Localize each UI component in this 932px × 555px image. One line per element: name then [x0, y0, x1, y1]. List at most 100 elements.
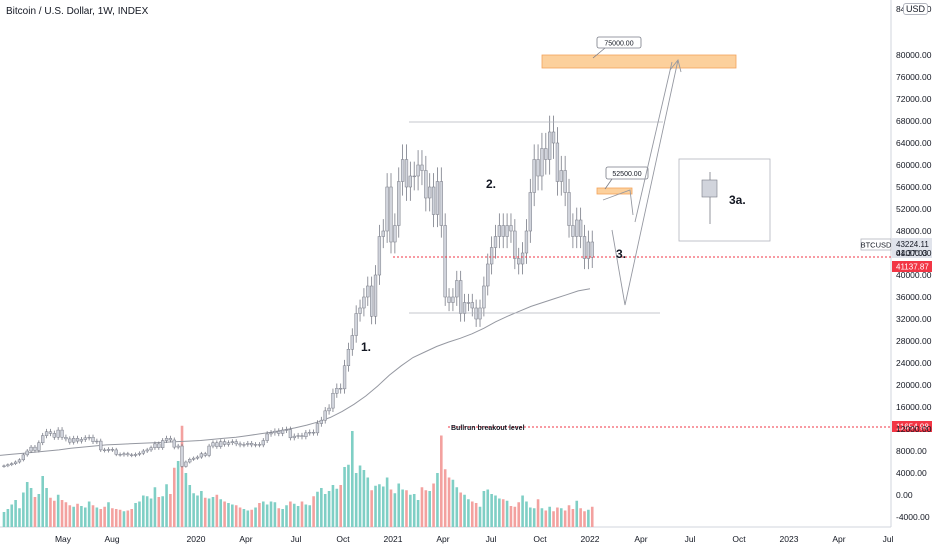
- candle-body[interactable]: [350, 335, 354, 350]
- candle-body[interactable]: [308, 432, 312, 434]
- candle-body[interactable]: [68, 438, 72, 443]
- candle-body[interactable]: [25, 450, 29, 456]
- candle-body[interactable]: [114, 449, 118, 455]
- candle-body[interactable]: [451, 296, 455, 303]
- candle-body[interactable]: [184, 461, 188, 467]
- candle-body[interactable]: [280, 429, 285, 434]
- candle-body[interactable]: [261, 440, 265, 446]
- candle-body[interactable]: [296, 435, 300, 437]
- candle-body[interactable]: [126, 453, 130, 456]
- currency-badge[interactable]: USD: [903, 3, 929, 15]
- candle-body[interactable]: [60, 429, 64, 438]
- candle-body[interactable]: [575, 219, 579, 237]
- candle-body[interactable]: [133, 454, 138, 456]
- candle-body[interactable]: [230, 441, 234, 443]
- candle-body[interactable]: [470, 302, 474, 309]
- candle-body[interactable]: [586, 241, 591, 259]
- candle-body[interactable]: [41, 435, 45, 444]
- target-zone-75000[interactable]: [541, 54, 737, 69]
- candle-body[interactable]: [311, 432, 316, 434]
- candle-body[interactable]: [250, 443, 254, 446]
- candle-body[interactable]: [17, 459, 22, 463]
- candle-body[interactable]: [559, 170, 563, 182]
- candle-body[interactable]: [517, 258, 521, 265]
- candle-body[interactable]: [284, 429, 289, 431]
- candle-body[interactable]: [257, 444, 262, 446]
- candle-body[interactable]: [408, 175, 413, 188]
- candle-body[interactable]: [265, 433, 269, 441]
- candle-body[interactable]: [157, 443, 161, 448]
- candle-body[interactable]: [149, 447, 153, 451]
- candle-body[interactable]: [323, 410, 327, 421]
- candle-body[interactable]: [520, 252, 525, 265]
- candle-body[interactable]: [439, 181, 443, 226]
- candle-body[interactable]: [168, 438, 173, 441]
- candle-body[interactable]: [582, 236, 587, 259]
- candle-body[interactable]: [238, 443, 242, 446]
- candle-body[interactable]: [319, 419, 323, 424]
- candle-body[interactable]: [211, 442, 215, 447]
- candle-body[interactable]: [191, 457, 196, 460]
- candle-body[interactable]: [571, 225, 575, 237]
- candle-body[interactable]: [532, 159, 536, 193]
- candle-body[interactable]: [459, 280, 463, 314]
- candle-body[interactable]: [13, 461, 18, 464]
- candle-body[interactable]: [346, 349, 351, 366]
- candle-body[interactable]: [354, 313, 358, 336]
- candle-body[interactable]: [207, 445, 211, 456]
- candle-body[interactable]: [393, 225, 397, 243]
- candle-body[interactable]: [424, 170, 428, 199]
- candle-body[interactable]: [176, 445, 180, 448]
- candle-body[interactable]: [501, 225, 505, 237]
- candle-body[interactable]: [56, 429, 60, 438]
- candle-body[interactable]: [590, 241, 594, 258]
- candle-body[interactable]: [315, 423, 320, 434]
- candle-body[interactable]: [273, 430, 277, 434]
- candle-body[interactable]: [404, 159, 409, 188]
- candle-body[interactable]: [478, 307, 482, 320]
- candle-body[interactable]: [130, 454, 134, 456]
- candle-body[interactable]: [578, 219, 583, 237]
- candle-body[interactable]: [180, 445, 184, 467]
- candle-body[interactable]: [33, 446, 37, 451]
- candle-body[interactable]: [141, 450, 145, 454]
- candle-body[interactable]: [474, 307, 478, 320]
- candle-body[interactable]: [381, 230, 385, 237]
- candle-body[interactable]: [83, 437, 87, 440]
- candle-body[interactable]: [486, 263, 490, 287]
- candle-body[interactable]: [79, 439, 84, 442]
- candle-body[interactable]: [2, 465, 6, 467]
- candle-body[interactable]: [540, 148, 544, 177]
- candle-body[interactable]: [246, 443, 250, 445]
- candle-body[interactable]: [428, 186, 432, 199]
- candle-body[interactable]: [339, 388, 343, 390]
- candle-body[interactable]: [44, 431, 49, 436]
- candle-body[interactable]: [412, 175, 416, 178]
- candle-body[interactable]: [75, 438, 80, 442]
- candle-body[interactable]: [48, 431, 53, 434]
- candle-body[interactable]: [524, 230, 529, 254]
- candle-body[interactable]: [164, 438, 169, 441]
- candle-body[interactable]: [389, 186, 393, 243]
- candle-body[interactable]: [327, 407, 331, 412]
- candle-body[interactable]: [567, 192, 571, 226]
- candle-body[interactable]: [462, 302, 467, 314]
- candle-body[interactable]: [447, 296, 451, 303]
- candle-body[interactable]: [161, 440, 165, 448]
- candle-body[interactable]: [358, 307, 362, 314]
- candle-body[interactable]: [91, 437, 95, 442]
- candle-body[interactable]: [555, 142, 560, 182]
- candle-body[interactable]: [10, 463, 14, 465]
- candle-body[interactable]: [253, 444, 258, 446]
- candle-body[interactable]: [234, 441, 238, 445]
- candle-body[interactable]: [172, 439, 176, 448]
- candle-body[interactable]: [226, 442, 231, 445]
- candle-body[interactable]: [292, 435, 296, 439]
- candle-body[interactable]: [199, 453, 204, 458]
- candle-body[interactable]: [544, 148, 548, 160]
- candle-body[interactable]: [548, 131, 552, 160]
- candle-body[interactable]: [416, 164, 420, 177]
- candle-body[interactable]: [195, 456, 200, 459]
- candle-body[interactable]: [137, 452, 142, 455]
